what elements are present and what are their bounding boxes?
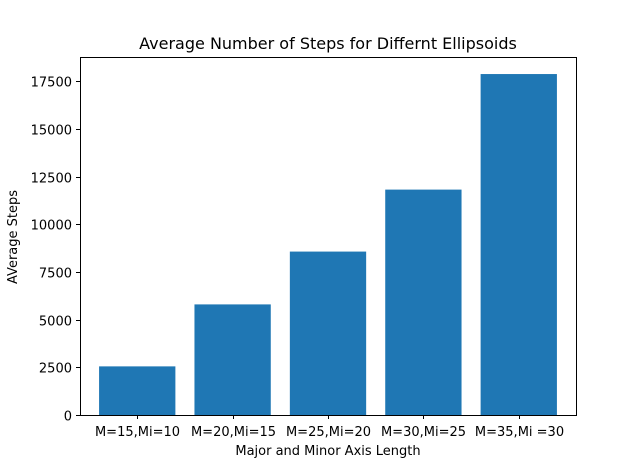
y-tick-label: 2500 (39, 362, 72, 377)
x-tick-label: M=15,Mi=10 (95, 425, 180, 440)
x-tick-label: M=25,Mi=20 (286, 425, 371, 440)
bar-4 (385, 189, 462, 415)
x-tick-label: M=20,Mi=15 (191, 425, 276, 440)
y-axis-ticks: 0 2500 5000 7500 10000 12500 15000 17500 (31, 76, 80, 425)
y-tick-label: 5000 (39, 315, 72, 330)
y-tick-label: 7500 (39, 267, 72, 282)
chart-title: Average Number of Steps for Differnt Ell… (139, 34, 517, 53)
bars-group (99, 74, 557, 416)
x-tick-label: M=30,Mi=25 (381, 425, 466, 440)
bar-3 (289, 251, 367, 415)
bar-5 (480, 74, 557, 416)
bar-1 (99, 366, 176, 415)
x-axis-label: Major and Minor Axis Length (235, 444, 420, 459)
y-axis-label: AVerage Steps (6, 190, 21, 284)
y-tick-label: 12500 (31, 172, 72, 187)
x-tick-label: M=35,Mi =30 (475, 425, 564, 440)
x-axis-ticks: M=15,Mi=10 M=20,Mi=15 M=25,Mi=20 M=30,Mi=25… (95, 415, 564, 440)
y-tick-label: 0 (64, 410, 72, 425)
y-tick-label: 10000 (31, 219, 72, 234)
y-tick-label: 15000 (31, 124, 72, 139)
y-tick-label: 17500 (31, 76, 72, 91)
plot-frame (80, 57, 577, 416)
bar-2 (194, 304, 271, 415)
